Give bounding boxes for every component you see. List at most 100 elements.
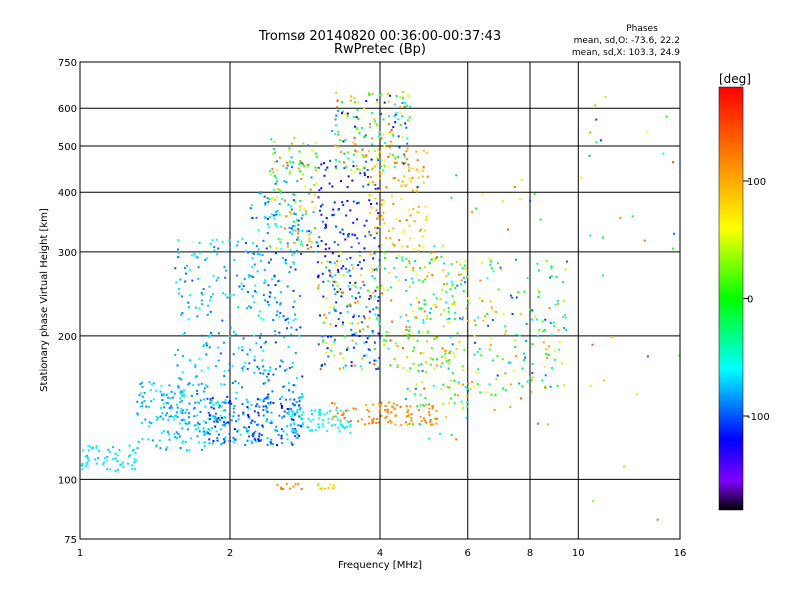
data-point: [291, 414, 294, 417]
data-point: [292, 220, 295, 223]
data-point: [466, 276, 468, 279]
data-point: [455, 174, 458, 177]
data-point: [330, 335, 332, 338]
data-point: [619, 217, 622, 220]
data-point: [392, 402, 395, 405]
data-point: [423, 299, 426, 302]
data-point: [446, 385, 449, 388]
data-point: [216, 439, 219, 442]
data-point: [303, 185, 306, 188]
data-point: [84, 465, 87, 468]
data-point: [310, 240, 313, 243]
data-point: [272, 373, 275, 376]
data-point: [426, 314, 429, 317]
data-point: [252, 432, 255, 435]
data-point: [369, 123, 372, 126]
data-point: [234, 380, 237, 383]
data-point: [286, 285, 289, 288]
data-point: [419, 228, 422, 231]
data-point: [167, 419, 170, 422]
data-point: [543, 329, 546, 331]
data-point: [224, 436, 227, 439]
data-point: [549, 276, 552, 279]
data-point: [253, 252, 255, 255]
data-point: [270, 438, 273, 441]
data-point: [298, 434, 301, 437]
data-point: [538, 269, 540, 272]
data-point: [426, 275, 429, 278]
data-point: [202, 344, 205, 347]
data-point: [404, 421, 407, 424]
data-point: [177, 433, 180, 435]
data-point: [342, 321, 344, 324]
data-point: [390, 128, 393, 131]
data-point: [342, 140, 345, 143]
data-point: [402, 97, 405, 99]
data-point: [366, 337, 369, 340]
data-point: [440, 255, 443, 258]
data-point: [373, 347, 376, 350]
data-point: [300, 488, 303, 491]
data-point: [201, 334, 204, 337]
data-point: [358, 261, 361, 264]
data-point: [374, 227, 376, 229]
data-point: [219, 404, 222, 407]
data-point: [411, 189, 414, 192]
data-point: [224, 399, 227, 402]
data-point: [405, 415, 408, 418]
chart-title: Tromsø 20140820 00:36:00-00:37:43: [258, 29, 501, 44]
data-point: [167, 433, 170, 436]
data-point: [276, 429, 279, 432]
data-point: [195, 255, 198, 258]
data-point: [333, 486, 336, 489]
data-point: [278, 202, 281, 205]
data-point: [293, 404, 296, 407]
data-point: [160, 407, 162, 409]
data-point: [336, 412, 339, 415]
data-point: [400, 424, 403, 426]
data-point: [402, 366, 405, 369]
data-point: [342, 291, 344, 294]
data-point: [308, 230, 311, 233]
data-point: [336, 418, 339, 421]
data-point: [457, 381, 460, 384]
data-point: [423, 229, 426, 232]
data-point: [385, 236, 387, 239]
data-point: [203, 430, 206, 433]
data-point: [408, 326, 411, 329]
colorbar-tick-label: -100: [747, 412, 770, 423]
data-point: [477, 316, 479, 319]
data-point: [258, 336, 261, 339]
data-point: [385, 331, 388, 334]
data-point: [243, 426, 246, 429]
data-point: [358, 335, 361, 337]
data-point: [403, 105, 406, 108]
data-point: [363, 136, 366, 138]
data-point: [136, 447, 139, 450]
data-point: [354, 143, 357, 146]
data-point: [281, 416, 284, 419]
data-point: [251, 419, 254, 422]
data-point: [150, 400, 153, 403]
data-point: [279, 156, 281, 159]
data-point: [149, 389, 152, 391]
data-point: [270, 422, 273, 425]
data-point: [476, 383, 479, 386]
data-point: [448, 359, 451, 362]
data-point: [363, 341, 366, 344]
data-point: [291, 443, 294, 446]
data-point: [365, 160, 368, 163]
data-point: [333, 402, 336, 405]
data-point: [311, 149, 314, 152]
data-point: [435, 410, 438, 412]
data-point: [531, 372, 534, 375]
data-point: [520, 397, 523, 400]
data-point: [530, 390, 533, 393]
data-point: [342, 204, 345, 207]
data-point: [259, 259, 262, 262]
data-point: [241, 386, 244, 389]
data-point: [318, 411, 320, 414]
data-point: [451, 303, 454, 305]
data-point: [81, 449, 84, 452]
data-point: [478, 297, 481, 300]
